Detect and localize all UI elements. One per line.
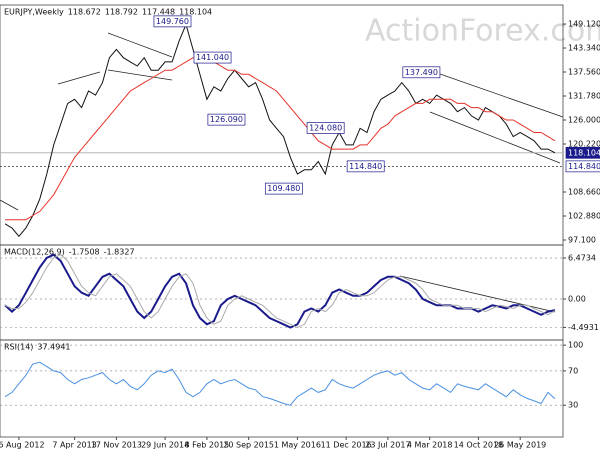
panel-readout: 37.4941 xyxy=(37,343,70,352)
x-tick-label: 26 Aug 2012 xyxy=(0,441,45,450)
panel-title: MACD(12,26,9) xyxy=(4,248,65,257)
trendline xyxy=(429,111,561,164)
panel-readout: 118.104 xyxy=(179,8,212,17)
panel-readout: 118.672 xyxy=(68,8,101,17)
watermark: ActionForex.com xyxy=(365,14,600,49)
annotation: 114.840 xyxy=(349,162,382,171)
annotation: 141.040 xyxy=(196,53,229,62)
label-box xyxy=(346,160,385,173)
y-tick-label: 108.660 xyxy=(568,188,600,197)
annotation: 149.760 xyxy=(156,17,189,26)
x-tick-label: 17 Nov 2013 xyxy=(91,441,142,450)
panel-frame xyxy=(0,339,564,438)
y-tick-label: 120.220 xyxy=(568,140,600,149)
y-tick-label: 143.340 xyxy=(568,44,600,53)
y-tick-label: -4.4931 xyxy=(568,323,599,332)
panel-readout: -1.8327 xyxy=(104,248,135,257)
x-tick-label: 20 Sep 2015 xyxy=(223,441,274,450)
x-tick-label: 23 Jul 2017 xyxy=(365,441,410,450)
y-tick-label: 97.100 xyxy=(568,236,596,245)
label-box xyxy=(402,66,441,79)
panel-title: EURJPY,Weekly xyxy=(4,8,64,17)
annotation: 126.090 xyxy=(210,115,243,124)
label-box xyxy=(565,160,600,173)
trendline xyxy=(107,32,173,58)
y-tick-label: 131.780 xyxy=(568,92,600,101)
y-tick-label: 30 xyxy=(568,401,578,410)
label-box xyxy=(264,182,303,195)
series-line xyxy=(4,361,556,406)
panel-readout: 117.448 xyxy=(142,8,175,17)
y-tick-label: 149.120 xyxy=(568,20,600,29)
series-line xyxy=(5,57,556,221)
y-tick-label: 6.4734 xyxy=(568,254,596,263)
x-tick-label: 29 Jun 2014 xyxy=(141,441,189,450)
y-tick-label: 0.00 xyxy=(568,294,586,303)
panel-readout: 118.792 xyxy=(105,8,138,17)
last-price-label: 118.104 xyxy=(568,148,600,157)
x-tick-label: 8 Feb 2015 xyxy=(185,441,230,450)
y-tick-label: 137.560 xyxy=(568,68,600,77)
annotation: 124.080 xyxy=(309,123,342,132)
x-tick-label: 1 May 2016 xyxy=(274,441,321,450)
y-tick-label: 70 xyxy=(568,366,578,375)
trendline xyxy=(0,199,19,211)
label-box xyxy=(306,122,345,134)
y-tick-label: 126.000 xyxy=(568,116,600,125)
x-tick-label: 11 Dec 2016 xyxy=(321,441,372,450)
y-tick-label: 100 xyxy=(568,341,583,350)
label-box xyxy=(153,15,192,28)
trendlines xyxy=(0,32,564,313)
trendline xyxy=(419,66,564,118)
label-box xyxy=(565,146,600,159)
y-tick-label: 102.880 xyxy=(568,212,600,221)
x-tick-label: 7 Apr 2013 xyxy=(52,441,96,450)
trendline xyxy=(57,71,101,85)
x-tick-label: 14 Oct 2018 xyxy=(454,441,503,450)
panel-title: RSI(14) xyxy=(4,343,33,352)
x-tick-label: 26 May 2019 xyxy=(494,441,546,450)
x-tick-label: 4 Mar 2018 xyxy=(407,441,453,450)
panel-readout: -1.7508 xyxy=(69,248,100,257)
label-box xyxy=(207,113,246,126)
label-box xyxy=(193,51,232,64)
trendline xyxy=(107,69,173,81)
annotation: 109.480 xyxy=(267,184,300,193)
level-label: 114.840 xyxy=(568,162,600,171)
annotation: 137.490 xyxy=(405,68,438,77)
series-line xyxy=(4,254,556,329)
series-line xyxy=(4,22,556,238)
